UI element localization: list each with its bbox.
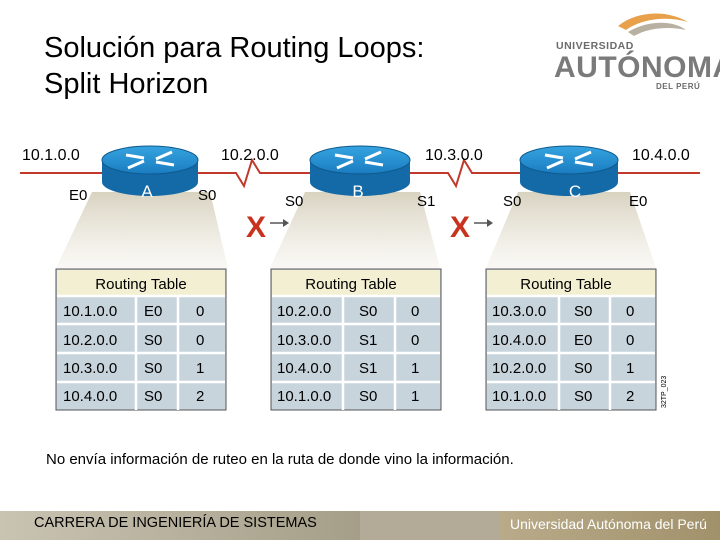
network-label-2: 10.2.0.0 — [221, 147, 279, 164]
table-cell: S1 — [359, 332, 377, 349]
network-label-3: 10.3.0.0 — [425, 147, 483, 164]
iface-a-right: S0 — [198, 187, 216, 204]
logo-line-1: UNIVERSIDAD — [556, 40, 634, 52]
table-cell: S0 — [144, 388, 162, 405]
network-diagram: 10.1.0.0 10.2.0.0 10.3.0.0 10.4.0.0 A B … — [20, 145, 700, 411]
table-cell: 1 — [196, 360, 204, 377]
footer-university: Universidad Autónoma del Perú — [510, 516, 707, 532]
table-cell: S0 — [359, 303, 377, 320]
routing-table-a-header: Routing Table — [95, 276, 186, 293]
link-serial-ab — [198, 157, 310, 189]
router-b-name: B — [352, 182, 363, 201]
iface-a-left: E0 — [69, 187, 87, 204]
routing-table-a: Routing Table 10.1.0.0 E0 0 10.2.0.0 S0 … — [55, 268, 227, 411]
cone-c — [486, 192, 656, 268]
logo-line-3: DEL PERÚ — [656, 82, 701, 91]
iface-b-right: S1 — [417, 193, 435, 210]
table-cell: 2 — [626, 388, 634, 405]
logo-line-2: AUTÓNOMA — [554, 51, 720, 84]
title-line-1: Solución para Routing Loops: — [44, 32, 425, 64]
title-line-2: Split Horizon — [44, 68, 209, 100]
table-cell: E0 — [574, 332, 592, 349]
table-cell: 10.4.0.0 — [492, 332, 546, 349]
table-cell: 10.2.0.0 — [277, 303, 331, 320]
table-cell: 10.3.0.0 — [277, 332, 331, 349]
logo-swoosh-icon — [618, 13, 688, 36]
table-cell: S0 — [144, 360, 162, 377]
table-cell: 0 — [411, 303, 419, 320]
table-cell: 10.4.0.0 — [277, 360, 331, 377]
table-cell: 0 — [411, 332, 419, 349]
table-cell: S0 — [574, 303, 592, 320]
table-cell: 2 — [196, 388, 204, 405]
table-cell: S0 — [359, 388, 377, 405]
network-label-1: 10.1.0.0 — [22, 147, 80, 164]
blocked-update-bc: X — [450, 211, 493, 244]
routing-table-c-header: Routing Table — [520, 276, 611, 293]
table-cell: S0 — [574, 360, 592, 377]
router-c-icon — [519, 145, 619, 196]
cone-b — [270, 192, 440, 268]
router-a-name: A — [141, 182, 153, 201]
footnote-text: No envía información de ruteo en la ruta… — [46, 451, 514, 468]
table-cell: 0 — [626, 303, 634, 320]
router-c-name: C — [569, 182, 581, 201]
table-cell: 10.4.0.0 — [63, 388, 117, 405]
table-cell: 10.1.0.0 — [277, 388, 331, 405]
table-cell: S1 — [359, 360, 377, 377]
network-label-4: 10.4.0.0 — [632, 147, 690, 164]
router-b-icon — [309, 145, 411, 196]
svg-text:X: X — [450, 211, 470, 244]
table-cell: 1 — [626, 360, 634, 377]
table-cell: 10.3.0.0 — [492, 303, 546, 320]
iface-c-left: S0 — [503, 193, 521, 210]
table-cell: 10.2.0.0 — [492, 360, 546, 377]
slide-title: Solución para Routing Loops: Split Horiz… — [44, 30, 424, 102]
table-cell: E0 — [144, 303, 162, 320]
table-cell: 0 — [196, 332, 204, 349]
routing-table-c: Routing Table 10.3.0.0 S0 0 10.4.0.0 E0 … — [485, 268, 657, 411]
footer-program: CARRERA DE INGENIERÍA DE SISTEMAS — [34, 515, 317, 531]
routing-table-b: Routing Table 10.2.0.0 S0 0 10.3.0.0 S1 … — [270, 268, 442, 411]
iface-c-right: E0 — [629, 193, 647, 210]
table-cell: S0 — [144, 332, 162, 349]
figure-id: 32TP_023 — [661, 376, 668, 408]
table-cell: 0 — [196, 303, 204, 320]
table-cell: 1 — [411, 388, 419, 405]
footer-bar: CARRERA DE INGENIERÍA DE SISTEMAS Univer… — [0, 511, 720, 540]
table-cell: S0 — [574, 388, 592, 405]
footer-right: Universidad Autónoma del Perú — [500, 511, 720, 540]
university-logo: UNIVERSIDAD AUTÓNOMA DEL PERÚ — [548, 8, 720, 98]
table-cell: 10.1.0.0 — [492, 388, 546, 405]
cone-a — [56, 192, 228, 268]
table-cell: 1 — [411, 360, 419, 377]
routing-table-b-header: Routing Table — [305, 276, 396, 293]
iface-b-left: S0 — [285, 193, 303, 210]
svg-text:X: X — [246, 211, 266, 244]
table-cell: 10.1.0.0 — [63, 303, 117, 320]
link-serial-bc — [410, 157, 520, 189]
router-a-icon — [101, 145, 199, 196]
table-cell: 0 — [626, 332, 634, 349]
footer-left: CARRERA DE INGENIERÍA DE SISTEMAS — [0, 511, 360, 540]
blocked-update-ab: X — [246, 211, 289, 244]
table-cell: 10.2.0.0 — [63, 332, 117, 349]
table-cell: 10.3.0.0 — [63, 360, 117, 377]
